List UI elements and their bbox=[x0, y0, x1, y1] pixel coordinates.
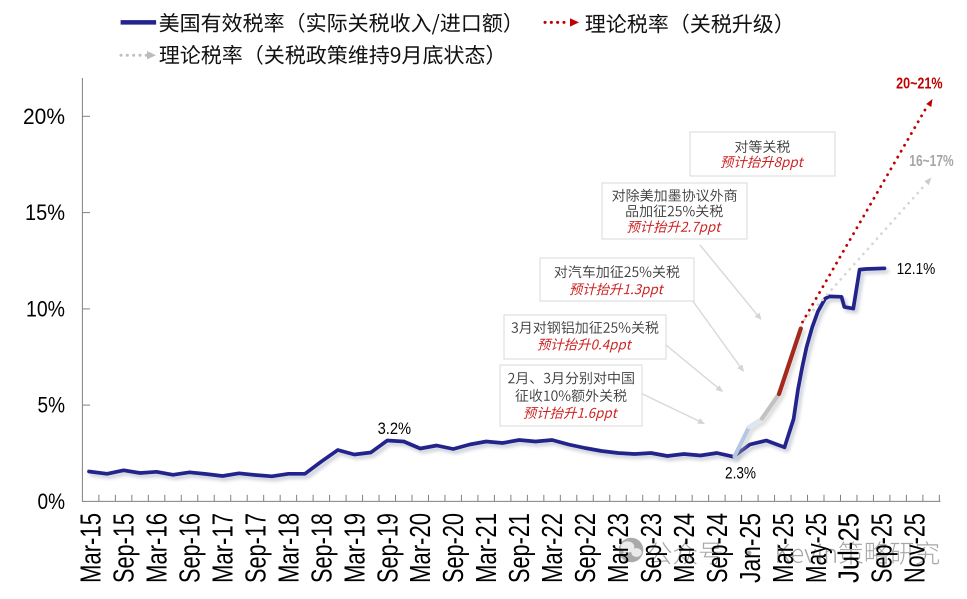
svg-text:12.1%: 12.1% bbox=[897, 261, 936, 278]
svg-text:Sep-20: Sep-20 bbox=[438, 513, 470, 583]
svg-text:2.3%: 2.3% bbox=[725, 464, 756, 483]
svg-text:Mar-22: Mar-22 bbox=[537, 513, 569, 583]
svg-text:5%: 5% bbox=[38, 393, 66, 418]
svg-text:20%: 20% bbox=[23, 104, 65, 129]
svg-text:Sep-24: Sep-24 bbox=[702, 513, 734, 583]
svg-text:0%: 0% bbox=[38, 489, 66, 514]
svg-text:Mar-17: Mar-17 bbox=[208, 513, 240, 583]
svg-text:Mar-18: Mar-18 bbox=[273, 513, 305, 583]
svg-text:Mar-20: Mar-20 bbox=[405, 513, 437, 583]
svg-text:Mar-15: Mar-15 bbox=[76, 513, 108, 583]
svg-text:Sep-17: Sep-17 bbox=[240, 513, 272, 583]
svg-text:Mar-25: Mar-25 bbox=[768, 513, 800, 583]
svg-text:Mar-21: Mar-21 bbox=[471, 513, 503, 583]
svg-text:Sep-25: Sep-25 bbox=[867, 513, 899, 583]
svg-text:20~21%: 20~21% bbox=[896, 76, 943, 93]
svg-text:Sep-15: Sep-15 bbox=[109, 513, 141, 583]
svg-text:Mar-23: Mar-23 bbox=[603, 513, 635, 583]
svg-text:Mar-19: Mar-19 bbox=[339, 513, 371, 583]
svg-text:Sep-21: Sep-21 bbox=[504, 513, 536, 583]
svg-text:Mar-16: Mar-16 bbox=[142, 513, 174, 583]
svg-text:15%: 15% bbox=[25, 200, 65, 225]
svg-text:Nov-25: Nov-25 bbox=[900, 513, 932, 583]
svg-text:10%: 10% bbox=[26, 297, 65, 322]
svg-text:3.2%: 3.2% bbox=[378, 419, 412, 438]
svg-text:Jan-25: Jan-25 bbox=[735, 513, 767, 583]
svg-text:Sep-22: Sep-22 bbox=[570, 513, 602, 583]
svg-text:Mar-24: Mar-24 bbox=[669, 513, 701, 583]
svg-text:Sep-23: Sep-23 bbox=[636, 513, 668, 583]
svg-text:Jul-25: Jul-25 bbox=[834, 513, 866, 583]
svg-text:Sep-19: Sep-19 bbox=[372, 513, 404, 583]
svg-text:May-25: May-25 bbox=[801, 513, 833, 583]
svg-text:16~17%: 16~17% bbox=[909, 153, 953, 170]
svg-text:Sep-18: Sep-18 bbox=[306, 513, 338, 583]
svg-text:Sep-16: Sep-16 bbox=[175, 513, 207, 583]
